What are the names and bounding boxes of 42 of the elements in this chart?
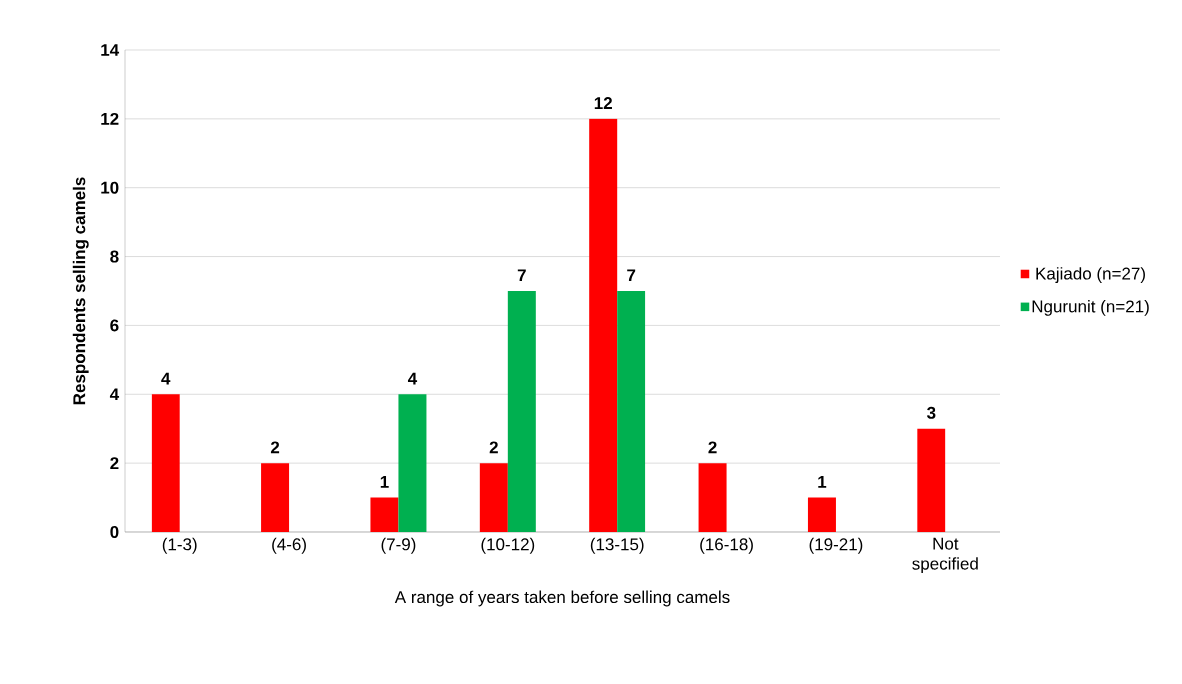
bar (507, 290, 536, 532)
y-tick-label: 12 (101, 112, 119, 125)
bar (370, 497, 399, 532)
data-label: 4 (161, 372, 171, 385)
x-tick-label: (4-6) (272, 537, 306, 554)
x-tick-label: (16-18) (700, 537, 753, 554)
data-label: 3 (926, 406, 936, 419)
bar (698, 463, 727, 532)
data-label: 2 (708, 441, 717, 454)
bar (917, 428, 946, 532)
legend-label: Kajiado (n=27) (1036, 267, 1145, 283)
y-tick-label: 2 (110, 457, 119, 470)
data-label: 1 (380, 475, 389, 488)
legend-label: Ngurunit (n=21) (1032, 299, 1149, 316)
y-tick-label: 4 (109, 388, 120, 401)
y-tick-label: 6 (110, 319, 119, 332)
x-axis-title: A range of years taken before selling camels (394, 590, 730, 607)
bar (151, 394, 180, 532)
data-label: 12 (594, 97, 612, 109)
x-tick-label: (13-15) (590, 537, 644, 554)
bar (589, 118, 618, 532)
x-tick-label: (1-3) (162, 537, 197, 554)
y-tick-label: 0 (110, 525, 119, 539)
x-tick-label: (19-21) (809, 537, 863, 554)
data-label: 7 (517, 269, 526, 282)
x-tick-label: (7-9) (381, 537, 416, 554)
x-tick-label: Not specified (912, 537, 978, 574)
data-label: 2 (489, 441, 498, 454)
y-tick-label: 10 (101, 181, 119, 194)
y-tick-label: 14 (101, 44, 120, 56)
data-label: 2 (270, 441, 280, 454)
bar (261, 463, 290, 532)
data-label: 7 (627, 269, 636, 282)
y-tick-label: 8 (110, 250, 119, 263)
data-label: 4 (407, 372, 418, 385)
bar (807, 497, 836, 532)
x-tick-label: (10-12) (481, 537, 535, 554)
bar (479, 463, 508, 532)
y-axis-title: Respondents selling camels (72, 177, 89, 405)
bar (617, 290, 646, 532)
bar (398, 394, 427, 532)
data-label: 1 (818, 475, 827, 488)
